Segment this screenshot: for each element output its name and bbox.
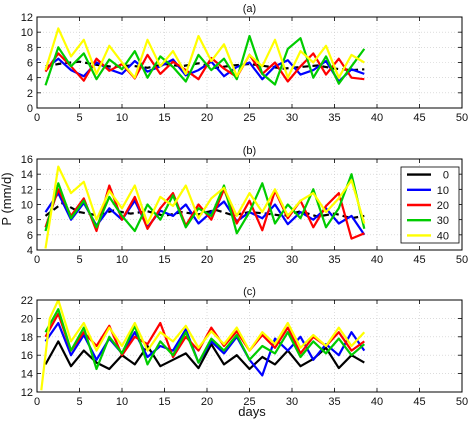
x-tick-label: 40	[371, 254, 383, 266]
y-tick-label: 16	[21, 350, 33, 362]
x-tick-label: 45	[413, 254, 425, 266]
x-tick-label: 25	[243, 112, 255, 124]
y-tick-label: 14	[21, 369, 33, 381]
panel-title: (b)	[243, 145, 256, 157]
x-tick-label: 30	[286, 396, 298, 408]
x-tick-label: 15	[158, 254, 170, 266]
x-tick-label: 25	[243, 254, 255, 266]
x-tick-label: 0	[34, 254, 40, 266]
series-line-40	[44, 27, 365, 79]
panel-b: 0 5 10 15 20 25 30 35 40 45 50 4 6 8 10 12 14 16 (b) 0 10 20 3…	[21, 145, 468, 266]
x-tick-label: 35	[328, 396, 340, 408]
series-line-20	[44, 52, 365, 83]
x-tick-label: 25	[243, 396, 255, 408]
x-tick-label: 35	[328, 254, 340, 266]
x-tick-label: 15	[158, 396, 170, 408]
x-tick-label: 35	[328, 112, 340, 124]
series-line-30	[44, 308, 366, 371]
x-tick-label: 45	[413, 396, 425, 408]
x-tick-label: 10	[116, 112, 128, 124]
y-tick-label: 20	[21, 313, 33, 325]
series-group	[44, 27, 366, 86]
y-axis-label: P (mm/d)	[0, 172, 14, 225]
y-tick-label: 12	[21, 387, 33, 399]
x-tick-label: 0	[34, 396, 40, 408]
y-tick-label: 10	[21, 200, 33, 212]
y-tick-label: 12	[21, 184, 33, 196]
y-tick-label: 0	[27, 103, 33, 115]
legend-label-0: 0	[443, 170, 449, 182]
x-tick-label: 40	[371, 112, 383, 124]
y-tick-label: 2	[27, 88, 33, 100]
legend-label-40: 40	[437, 230, 449, 242]
series-line-30	[44, 34, 366, 86]
x-tick-label: 5	[76, 254, 82, 266]
x-tick-label: 50	[456, 396, 468, 408]
x-tick-label: 10	[116, 396, 128, 408]
y-tick-label: 6	[27, 230, 33, 242]
y-tick-label: 8	[27, 215, 33, 227]
y-tick-label: 4	[27, 73, 33, 85]
x-tick-label: 30	[286, 112, 298, 124]
panel-title: (c)	[243, 286, 256, 298]
y-tick-label: 22	[21, 295, 33, 307]
legend-label-10: 10	[437, 185, 449, 197]
series-line-40	[44, 165, 366, 249]
series-line-40	[40, 300, 366, 391]
series-group	[44, 165, 366, 249]
x-tick-label: 20	[201, 112, 213, 124]
x-tick-label: 10	[116, 254, 128, 266]
legend: 0 10 20 30 40	[400, 166, 460, 244]
x-tick-label: 5	[76, 112, 82, 124]
x-tick-label: 45	[413, 112, 425, 124]
y-tick-label: 14	[21, 169, 33, 181]
y-tick-label: 10	[21, 27, 33, 39]
legend-label-20: 20	[437, 200, 449, 212]
y-tick-label: 4	[27, 245, 33, 257]
x-tick-label: 15	[158, 112, 170, 124]
y-tick-label: 18	[21, 332, 33, 344]
panel-title: (a)	[243, 3, 256, 15]
series-group	[40, 300, 366, 391]
x-tick-label: 20	[201, 396, 213, 408]
x-tick-label: 5	[76, 396, 82, 408]
x-tick-label: 50	[456, 112, 468, 124]
x-axis-label: days	[238, 404, 266, 419]
x-tick-label: 40	[371, 396, 383, 408]
panel-c: 0 5 10 15 20 25 30 35 40 45 50 12 14 16 18 20 22 (c)	[21, 286, 468, 408]
y-tick-label: 8	[27, 42, 33, 54]
x-tick-label: 20	[201, 254, 213, 266]
y-tick-label: 16	[21, 154, 33, 166]
y-tick-label: 12	[21, 12, 33, 24]
x-tick-label: 50	[456, 254, 468, 266]
legend-label-30: 30	[437, 215, 449, 227]
x-tick-label: 0	[34, 112, 40, 124]
y-tick-label: 6	[27, 58, 33, 70]
x-tick-label: 30	[286, 254, 298, 266]
